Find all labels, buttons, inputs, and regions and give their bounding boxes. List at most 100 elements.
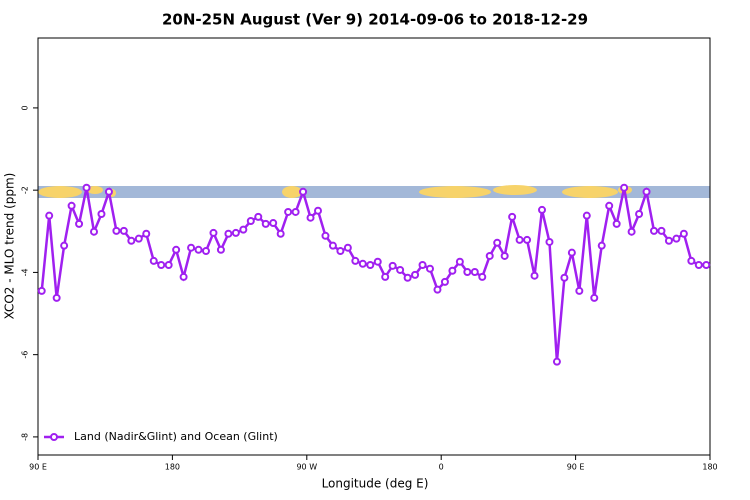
series-line [40, 186, 707, 362]
data-point [433, 285, 442, 294]
data-point [336, 247, 345, 256]
data-point [119, 226, 128, 235]
data-point [306, 213, 315, 222]
data-point [269, 219, 278, 228]
plot-frame [37, 37, 711, 456]
data-point [314, 206, 322, 215]
y-tick-label: -4 [21, 268, 30, 276]
data-point [134, 234, 143, 243]
data-point [575, 286, 584, 295]
data-point [246, 217, 255, 226]
data-point [82, 183, 91, 192]
data-point [500, 251, 509, 260]
data-point [702, 261, 711, 270]
data-point [538, 205, 546, 214]
data-point [448, 266, 457, 275]
data-point [67, 201, 76, 210]
data-point [75, 219, 84, 228]
data-point [612, 219, 621, 228]
data-point [343, 243, 352, 252]
data-point [687, 256, 696, 265]
data-point [403, 273, 412, 282]
data-point [523, 235, 532, 244]
data-point [635, 210, 644, 219]
data-point [381, 272, 390, 281]
data-point [321, 231, 330, 240]
data-point [485, 251, 494, 260]
data-point [426, 264, 434, 273]
data-point [455, 257, 464, 266]
data-point [440, 277, 449, 286]
data-point [90, 227, 98, 236]
data-point [590, 293, 599, 302]
y-tick-label: -2 [21, 186, 30, 194]
x-axis-title: Longitude (deg E) [322, 477, 429, 491]
data-point [478, 272, 487, 281]
data-point [37, 286, 46, 295]
x-tick-label: 90 E [567, 463, 585, 472]
legend-label: Land (Nadir&Glint) and Ocean (Glint) [74, 430, 278, 443]
data-point [112, 226, 121, 235]
data-point [411, 270, 420, 279]
data-point [508, 212, 517, 221]
data-point [627, 227, 636, 236]
y-tick-label: -6 [21, 351, 30, 359]
data-point [224, 229, 233, 238]
data-point [515, 235, 524, 244]
data-point [179, 272, 188, 281]
data-point [493, 238, 502, 247]
legend-marker [50, 433, 58, 441]
data-point [672, 234, 681, 243]
x-tick-label: 180 [165, 463, 180, 472]
data-point [582, 211, 591, 220]
data-point [664, 236, 673, 245]
data-point [187, 243, 196, 252]
data-point [328, 241, 337, 250]
data-point [157, 261, 166, 270]
x-tick-label: 0 [439, 463, 444, 472]
data-point [97, 210, 106, 219]
data-point [194, 245, 203, 254]
data-point [418, 261, 427, 270]
data-point [620, 183, 629, 192]
data-point [351, 256, 360, 265]
chart-title: 20N-25N August (Ver 9) 2014-09-06 to 201… [162, 11, 588, 29]
data-point [560, 273, 569, 282]
data-point [142, 229, 151, 238]
data-point [284, 207, 293, 216]
data-point [657, 226, 666, 235]
data-point [254, 212, 263, 221]
y-tick-label: -8 [21, 433, 30, 441]
data-point [552, 357, 561, 366]
data-point [366, 261, 375, 270]
data-point [567, 248, 576, 257]
data-point [45, 211, 54, 220]
data-point [239, 225, 248, 234]
x-tick-label: 180 [702, 463, 717, 472]
data-point [172, 245, 181, 254]
data-point [149, 256, 158, 265]
data-point [530, 271, 539, 280]
x-tick-label: 90 W [296, 463, 317, 472]
data-point [299, 187, 308, 196]
data-point [52, 293, 61, 302]
data-point [373, 257, 382, 266]
y-axis-title: XCO2 - MLO trend (ppm) [3, 173, 17, 320]
data-point [276, 229, 285, 238]
data-point [605, 201, 614, 210]
data-point [694, 261, 703, 270]
data-point [216, 245, 225, 254]
y-tick-label: 0 [21, 105, 30, 110]
data-point [104, 187, 113, 196]
data-point [650, 226, 658, 235]
data-point [202, 247, 210, 256]
data-point [358, 259, 367, 268]
data-point [642, 187, 651, 196]
data-point [396, 265, 405, 274]
data-point [597, 241, 606, 250]
data-point [470, 267, 479, 276]
data-point [463, 267, 472, 276]
data-point [231, 228, 240, 237]
data-point [60, 241, 69, 250]
